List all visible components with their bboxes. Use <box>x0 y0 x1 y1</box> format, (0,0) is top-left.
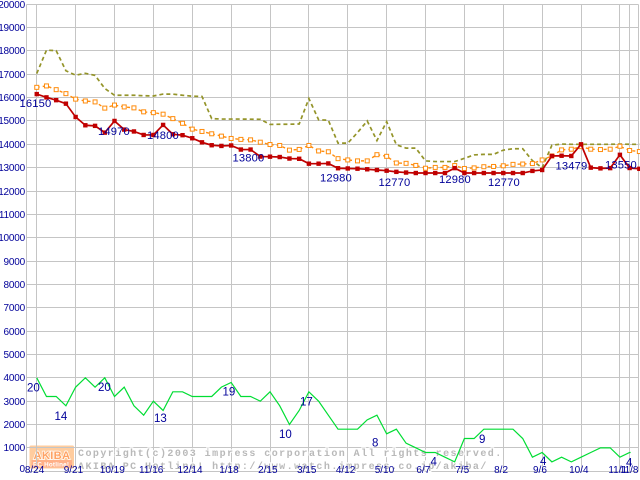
svg-text:3000: 3000 <box>4 397 26 408</box>
svg-text:19000: 19000 <box>0 23 26 34</box>
svg-text:9: 9 <box>479 434 485 446</box>
svg-text:1/18: 1/18 <box>219 465 239 476</box>
svg-text:10/4: 10/4 <box>569 465 589 476</box>
svg-text:4000: 4000 <box>4 373 26 384</box>
svg-text:13000: 13000 <box>0 163 26 174</box>
svg-text:14970: 14970 <box>98 126 130 138</box>
svg-text:11/1: 11/1 <box>608 465 627 476</box>
svg-text:6000: 6000 <box>4 327 26 338</box>
svg-text:8/24: 8/24 <box>25 465 45 476</box>
svg-text:12770: 12770 <box>488 177 520 189</box>
svg-text:11000: 11000 <box>0 210 26 221</box>
svg-text:7/5: 7/5 <box>455 465 469 476</box>
svg-text:14: 14 <box>55 411 68 423</box>
svg-text:13: 13 <box>154 413 167 425</box>
svg-text:7000: 7000 <box>4 303 26 314</box>
svg-text:11/8: 11/8 <box>620 465 639 476</box>
svg-text:4: 4 <box>626 458 633 470</box>
svg-text:14800: 14800 <box>147 130 179 142</box>
svg-text:19: 19 <box>223 387 236 399</box>
svg-text:9/6: 9/6 <box>533 465 547 476</box>
svg-text:14000: 14000 <box>0 140 26 151</box>
svg-text:12/14: 12/14 <box>178 465 203 476</box>
svg-text:4: 4 <box>431 457 438 469</box>
svg-text:9000: 9000 <box>4 257 26 268</box>
svg-text:10/19: 10/19 <box>100 465 125 476</box>
svg-text:20000: 20000 <box>0 0 26 11</box>
svg-text:12000: 12000 <box>0 187 26 198</box>
svg-text:4/12: 4/12 <box>336 465 356 476</box>
svg-text:1000: 1000 <box>4 443 26 454</box>
svg-text:10000: 10000 <box>0 233 26 244</box>
svg-text:0: 0 <box>19 464 25 475</box>
svg-text:11/16: 11/16 <box>139 465 164 476</box>
svg-text:PC Hotline!: PC Hotline! <box>33 462 69 469</box>
svg-text:12980: 12980 <box>439 174 471 186</box>
svg-text:13800: 13800 <box>233 153 265 165</box>
svg-text:17: 17 <box>300 397 313 409</box>
svg-text:4: 4 <box>540 456 547 468</box>
svg-text:10: 10 <box>279 429 292 441</box>
svg-text:3/15: 3/15 <box>297 465 317 476</box>
svg-text:16150: 16150 <box>20 98 52 110</box>
svg-text:AKIBA PC Hotline! http://www.: AKIBA PC Hotline! http://www.watch.impre… <box>78 461 488 473</box>
svg-text:20: 20 <box>98 382 111 394</box>
svg-text:8000: 8000 <box>4 280 26 291</box>
svg-text:17000: 17000 <box>0 70 26 81</box>
svg-text:20: 20 <box>27 383 40 395</box>
svg-text:5000: 5000 <box>4 350 26 361</box>
svg-text:2000: 2000 <box>4 420 26 431</box>
svg-text:8/2: 8/2 <box>494 465 508 476</box>
svg-text:AKIBA: AKIBA <box>34 450 71 462</box>
svg-text:12770: 12770 <box>379 177 411 189</box>
svg-text:5/10: 5/10 <box>375 465 395 476</box>
svg-text:16000: 16000 <box>0 93 26 104</box>
svg-text:9/21: 9/21 <box>64 465 84 476</box>
svg-text:18000: 18000 <box>0 46 26 57</box>
svg-text:12980: 12980 <box>320 173 352 185</box>
svg-text:2/15: 2/15 <box>258 465 278 476</box>
svg-text:6/7: 6/7 <box>416 465 430 476</box>
svg-text:Copyright(c)2003 impress corpo: Copyright(c)2003 impress corporation All… <box>78 448 503 460</box>
svg-text:8: 8 <box>372 438 378 450</box>
svg-text:15000: 15000 <box>0 116 26 127</box>
svg-text:13550: 13550 <box>605 160 637 172</box>
svg-text:13479: 13479 <box>556 161 588 173</box>
